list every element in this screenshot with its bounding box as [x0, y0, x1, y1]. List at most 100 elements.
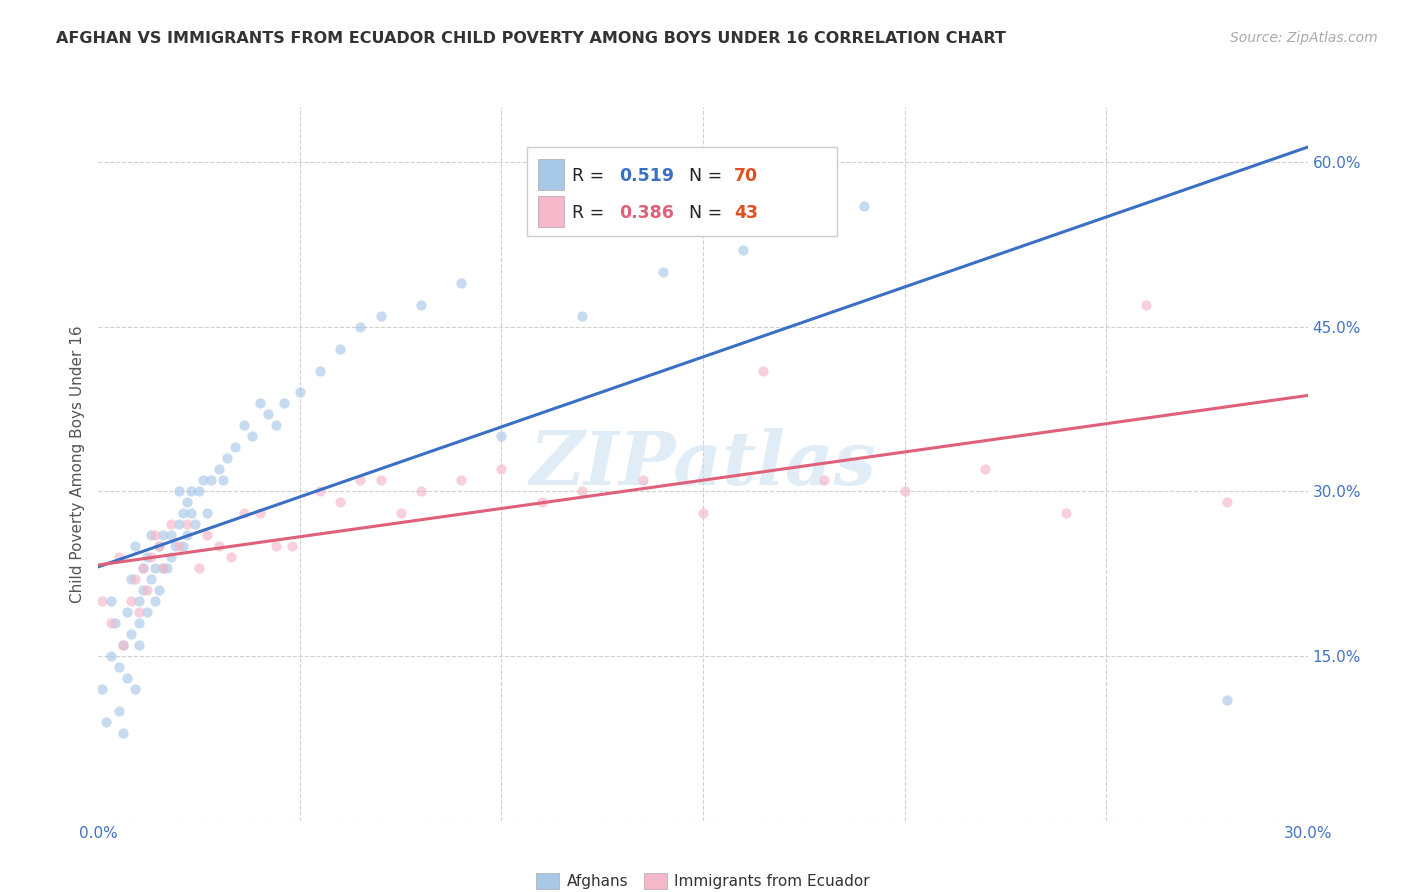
Point [188, 484, 211, 499]
Text: R =: R = [572, 167, 610, 185]
Point [111, 726, 134, 740]
Text: 0.519: 0.519 [619, 167, 673, 185]
Text: Source: ZipAtlas.com: Source: ZipAtlas.com [1230, 31, 1378, 45]
Point [450, 276, 472, 290]
Point [349, 319, 371, 334]
Point [148, 539, 170, 553]
Point [249, 396, 271, 410]
Point [143, 561, 166, 575]
Point [128, 605, 150, 619]
Text: R =: R = [572, 204, 610, 222]
Point [107, 660, 129, 674]
Point [651, 265, 673, 279]
Point [1135, 298, 1157, 312]
Point [139, 572, 162, 586]
Text: 43: 43 [734, 204, 758, 222]
Point [208, 539, 231, 553]
Point [156, 561, 179, 575]
Point [152, 528, 174, 542]
Point [132, 561, 155, 575]
Point [91, 594, 114, 608]
Point [752, 363, 775, 377]
Point [172, 539, 194, 553]
Point [115, 605, 138, 619]
Point [103, 615, 125, 630]
Point [221, 550, 243, 565]
Point [329, 342, 352, 356]
Text: 70: 70 [734, 167, 758, 185]
Point [273, 396, 295, 410]
Point [160, 528, 183, 542]
Point [853, 199, 876, 213]
Point [167, 539, 190, 553]
Point [100, 615, 122, 630]
Point [370, 473, 392, 487]
Point [200, 473, 222, 487]
Text: N =: N = [678, 204, 727, 222]
Point [160, 550, 183, 565]
Text: ZIPatlas: ZIPatlas [530, 427, 876, 500]
Point [139, 550, 162, 565]
Point [733, 243, 755, 257]
Point [96, 714, 118, 729]
Point [329, 495, 352, 509]
Point [409, 298, 432, 312]
Point [188, 561, 211, 575]
Point [288, 385, 311, 400]
Y-axis label: Child Poverty Among Boys Under 16: Child Poverty Among Boys Under 16 [70, 325, 86, 603]
Point [530, 495, 553, 509]
Point [172, 506, 194, 520]
Point [208, 462, 231, 476]
Point [180, 484, 202, 499]
Point [212, 473, 235, 487]
Point [974, 462, 997, 476]
Point [91, 681, 114, 696]
Point [124, 681, 146, 696]
Point [100, 594, 122, 608]
Point [176, 495, 198, 509]
Point [120, 594, 142, 608]
Point [128, 615, 150, 630]
Point [124, 539, 146, 553]
Point [224, 441, 246, 455]
Point [120, 627, 142, 641]
Point [160, 517, 183, 532]
Point [813, 473, 835, 487]
Point [124, 572, 146, 586]
Point [491, 429, 513, 443]
Point [195, 506, 218, 520]
Point [309, 363, 332, 377]
Point [180, 506, 202, 520]
Point [491, 462, 513, 476]
Point [111, 638, 134, 652]
Point [135, 605, 157, 619]
Point [152, 561, 174, 575]
Point [249, 506, 271, 520]
Point [232, 506, 254, 520]
Point [167, 517, 190, 532]
Point [309, 484, 332, 499]
Point [128, 638, 150, 652]
Point [217, 451, 239, 466]
Point [143, 528, 166, 542]
Point [193, 473, 215, 487]
Point [240, 429, 263, 443]
Point [409, 484, 432, 499]
Point [370, 309, 392, 323]
Point [139, 528, 162, 542]
Point [167, 484, 190, 499]
Point [232, 418, 254, 433]
Point [107, 704, 129, 718]
Point [389, 506, 412, 520]
Point [111, 638, 134, 652]
Point [264, 539, 287, 553]
Point [100, 648, 122, 663]
Point [450, 473, 472, 487]
Point [107, 550, 129, 565]
Legend: Afghans, Immigrants from Ecuador: Afghans, Immigrants from Ecuador [530, 867, 876, 892]
Text: N =: N = [678, 167, 727, 185]
Point [256, 408, 278, 422]
Point [135, 583, 157, 598]
Point [1216, 495, 1239, 509]
Point [893, 484, 915, 499]
